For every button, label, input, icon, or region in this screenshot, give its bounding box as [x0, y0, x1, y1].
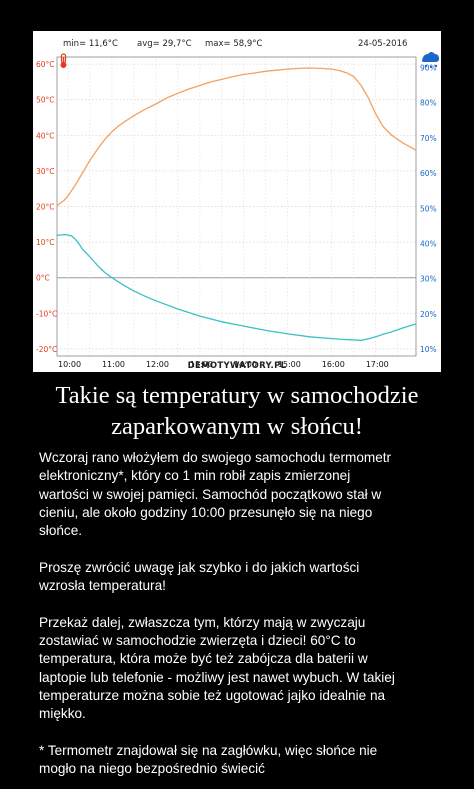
x-tick-label: 12:00 [146, 360, 169, 369]
y-axis-left-ticks: 60°C 50°C 40°C 30°C 20°C 10°C 0°C -10°C -20°C [36, 60, 57, 354]
x-tick-label: 10:00 [58, 360, 81, 369]
x-axis-ticks: 10:00 11:00 12:00 13:00 14:00 15:00 16:00 17:00 [58, 360, 389, 369]
series-line-1 [56, 67, 417, 207]
y-left-tick-label: 0°C [36, 274, 50, 283]
x-tick-label: 17:00 [366, 360, 389, 369]
y-left-tick-label: 40°C [36, 131, 55, 140]
stat-date: 24-05-2016 [358, 39, 407, 49]
y-axis-right-ticks: 90% 80% 70% 60% 50% 40% 30% 20% 10% [420, 64, 437, 354]
body-text: Wczoraj rano włożyłem do swojego samocho… [39, 449, 439, 778]
body-paragraph-1: Wczoraj rano włożyłem do swojego samocho… [39, 450, 392, 539]
y-left-tick-label: 30°C [36, 167, 55, 176]
series-layer [56, 67, 417, 341]
x-tick-label: 11:00 [102, 360, 125, 369]
thermometer-icon [60, 53, 67, 68]
y-right-tick-label: 40% [420, 239, 437, 248]
y-right-tick-label: 90% [420, 64, 437, 73]
y-left-tick-label: 20°C [36, 203, 55, 212]
x-tick-label: 14:00 [234, 360, 257, 369]
y-right-tick-label: 50% [420, 204, 437, 213]
headline: Takie są temperatury w samochodzie zapar… [0, 380, 474, 442]
body-paragraph-2: Proszę zwrócić uwagę jak szybko i do jak… [39, 559, 360, 594]
x-tick-label: 16:00 [322, 360, 345, 369]
y-right-tick-label: 60% [420, 169, 437, 178]
headline-line-1: Takie są temperatury w samochodzie [55, 382, 419, 409]
temperature-chart: min= 11,6°C avg= 29,7°C max= 58,9°C 24-0… [33, 31, 441, 372]
y-right-tick-label: 70% [420, 134, 437, 143]
y-right-tick-label: 20% [420, 310, 437, 319]
chart-svg: min= 11,6°C avg= 29,7°C max= 58,9°C 24-0… [36, 39, 439, 371]
stat-max: max= 58,9°C [205, 39, 263, 49]
body-paragraph-3: Przekaż dalej, zwłaszcza tym, którzy maj… [39, 614, 395, 722]
y-left-tick-label: 60°C [36, 60, 55, 69]
chart-grid [57, 57, 416, 356]
body-paragraph-4: * Termometr znajdował się na zagłówku, w… [39, 742, 378, 777]
headline-line-2: zaparkowanym w słońcu! [111, 413, 363, 440]
stat-avg: avg= 29,7°C [137, 39, 192, 49]
y-right-tick-label: 30% [420, 275, 437, 284]
series-line-2 [56, 233, 417, 341]
x-tick-label: 13:00 [190, 360, 213, 369]
y-right-tick-label: 80% [420, 99, 437, 108]
y-left-tick-label: 50°C [36, 96, 55, 105]
y-left-tick-label: 10°C [36, 238, 55, 247]
y-left-tick-label: -10°C [36, 309, 57, 318]
y-left-tick-label: -20°C [36, 345, 57, 354]
x-tick-label: 15:00 [278, 360, 301, 369]
watermark: DEMOTYWATORY.PL [188, 361, 287, 371]
y-right-tick-label: 10% [420, 345, 437, 354]
stat-min: min= 11,6°C [63, 39, 118, 49]
humidity-icon [422, 52, 439, 69]
plot-border [56, 56, 417, 357]
